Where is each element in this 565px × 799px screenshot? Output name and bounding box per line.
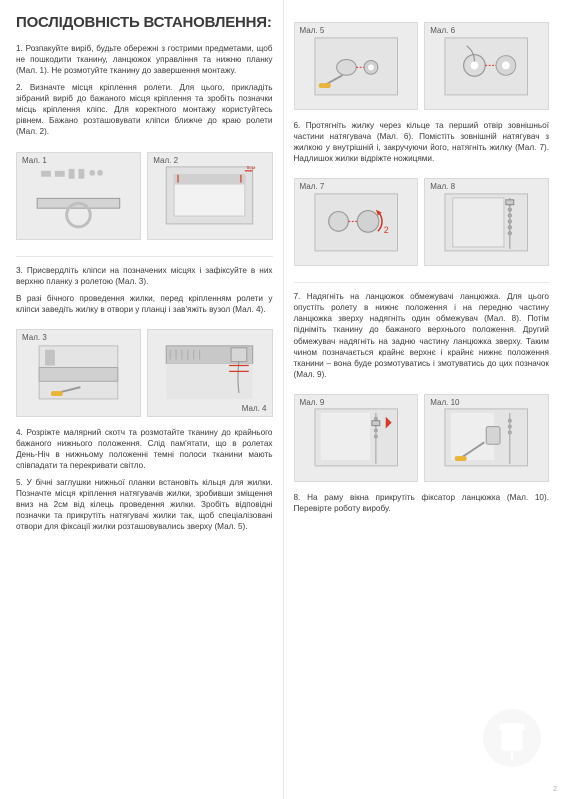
figure-4: Мал. 4 — [147, 329, 272, 417]
figure-caption: Мал. 1 — [22, 156, 47, 165]
figure-caption: Мал. 6 — [430, 26, 455, 35]
figure-8: Мал. 8 — [424, 178, 549, 266]
figure-1: Мал. 1 — [16, 152, 141, 240]
figure-caption: Мал. 5 — [300, 26, 325, 35]
step-6: 6. Протягніть жилку через кільце та перш… — [294, 120, 550, 164]
section-divider — [294, 282, 550, 283]
figure-caption: Мал. 2 — [153, 156, 178, 165]
figure-7-illustration: 2 — [301, 188, 411, 257]
section-divider — [16, 256, 273, 257]
page-number: 2 — [553, 786, 557, 793]
fig-row-1: Мал. 1 Мал. 2 — [16, 152, 273, 240]
figure-9-illustration — [301, 403, 411, 472]
figure-10: Мал. 10 — [424, 394, 549, 482]
figure-caption: Мал. 8 — [430, 182, 455, 191]
step-4: 4. Розріжте малярний скотч та розмотайте… — [16, 427, 273, 471]
left-column: ПОСЛІДОВНІСТЬ ВСТАНОВЛЕННЯ: 1. Розпакуйт… — [0, 0, 283, 799]
figure-4-illustration — [154, 338, 265, 407]
figure-6: Мал. 6 — [424, 22, 549, 110]
svg-text:5см: 5см — [247, 165, 256, 171]
figure-caption: Мал. 9 — [300, 398, 325, 407]
figure-5-illustration — [301, 32, 411, 101]
step-7: 7. Надягніть на ланцюжок обмежувачі ланц… — [294, 291, 550, 380]
watermark-icon — [481, 707, 543, 769]
figure-6-illustration — [431, 32, 541, 101]
figure-caption: Мал. 3 — [22, 333, 47, 342]
svg-text:2: 2 — [383, 225, 388, 235]
figure-10-illustration — [431, 403, 541, 472]
figure-1-illustration — [23, 161, 134, 230]
step-3a: 3. Присвердліть кліпси на позначених міс… — [16, 265, 273, 287]
step-2: 2. Визначте місця кріплення ролети. Для … — [16, 82, 273, 137]
figure-9: Мал. 9 — [294, 394, 419, 482]
fig-row-4: Мал. 7 2 Мал. 8 — [294, 178, 550, 266]
figure-2-illustration: 5см — [154, 161, 265, 230]
right-column: Мал. 5 Мал. 6 — [283, 0, 565, 799]
figure-caption: Мал. 4 — [242, 404, 267, 413]
figure-3-illustration — [23, 338, 134, 407]
figure-7: Мал. 7 2 — [294, 178, 419, 266]
page: ПОСЛІДОВНІСТЬ ВСТАНОВЛЕННЯ: 1. Розпакуйт… — [0, 0, 565, 799]
fig-row-2: Мал. 3 Мал. 4 — [16, 329, 273, 417]
step-1: 1. Розпакуйте виріб, будьте обережні з г… — [16, 43, 273, 76]
figure-caption: Мал. 7 — [300, 182, 325, 191]
figure-caption: Мал. 10 — [430, 398, 459, 407]
figure-3: Мал. 3 — [16, 329, 141, 417]
step-8: 8. На раму вікна прикрутіть фіксатор лан… — [294, 492, 550, 514]
fig-row-5: Мал. 9 Мал. 10 — [294, 394, 550, 482]
figure-5: Мал. 5 — [294, 22, 419, 110]
figure-8-illustration — [431, 188, 541, 257]
fig-row-3: Мал. 5 Мал. 6 — [294, 22, 550, 110]
figure-2: Мал. 2 5см — [147, 152, 272, 240]
step-5: 5. У бічні заглушки нижньої планки встан… — [16, 477, 273, 532]
page-title: ПОСЛІДОВНІСТЬ ВСТАНОВЛЕННЯ: — [16, 14, 273, 31]
step-3b: В разі бічного проведення жилки, перед к… — [16, 293, 273, 315]
